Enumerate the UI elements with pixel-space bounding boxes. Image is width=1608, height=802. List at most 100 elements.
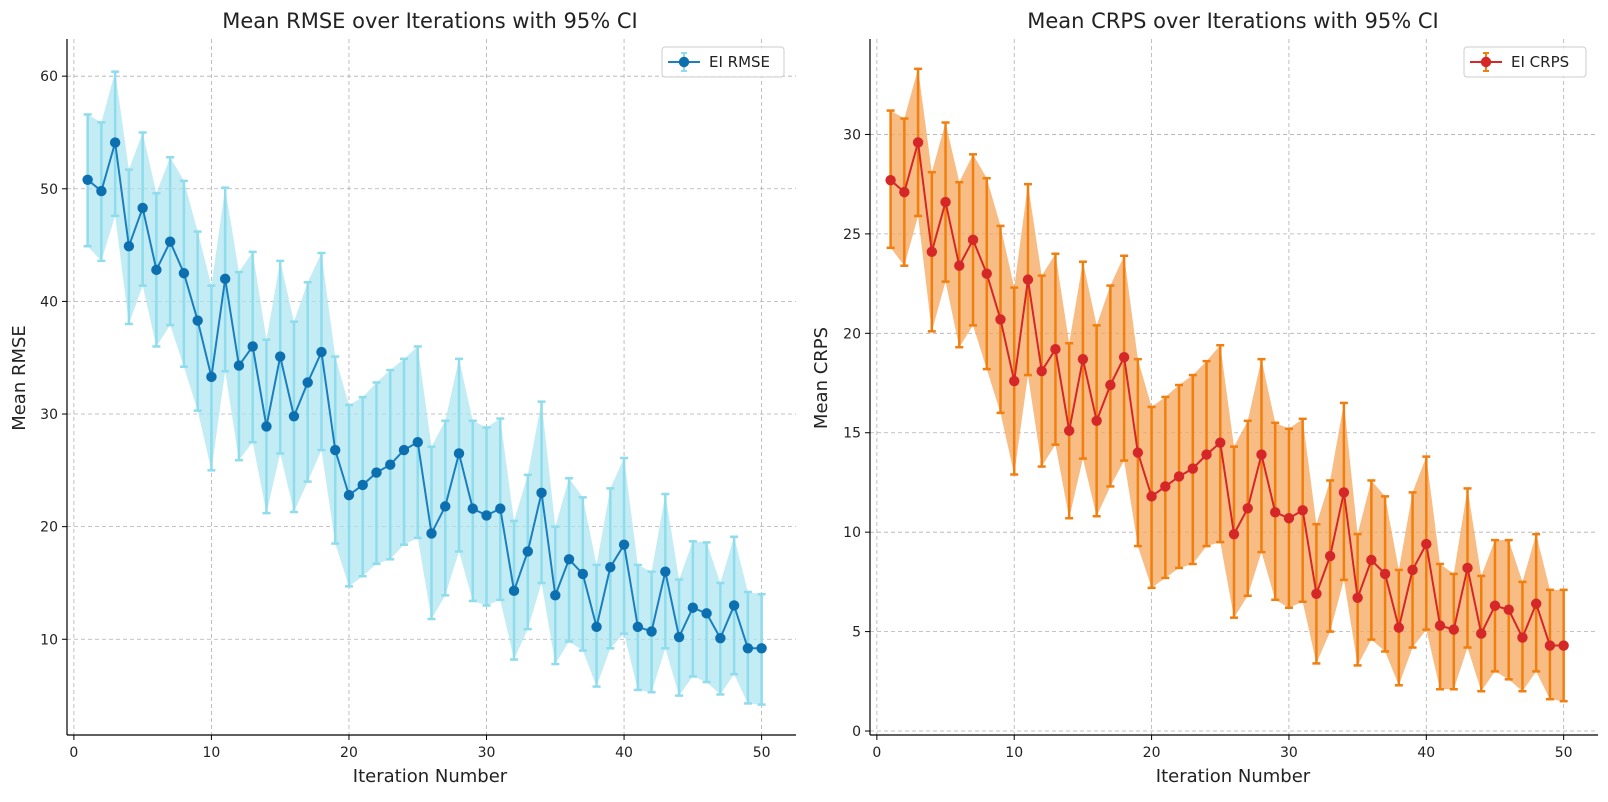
legend-box <box>661 46 785 78</box>
data-point <box>123 241 135 252</box>
data-point <box>1022 274 1034 285</box>
data-point <box>536 487 547 499</box>
x-tick-label: 0 <box>872 745 881 761</box>
y-tick-label: 0 <box>852 724 861 740</box>
legend-marker <box>1480 56 1492 68</box>
data-point <box>412 436 423 448</box>
data-point <box>481 510 492 521</box>
legend: EI RMSE <box>661 46 785 78</box>
y-tick-label: 15 <box>843 426 861 442</box>
data-point <box>660 566 671 577</box>
data-point <box>995 314 1006 325</box>
data-point <box>1379 568 1391 580</box>
data-point <box>178 268 190 279</box>
x-tick-label: 50 <box>1555 745 1573 761</box>
chart-title: Mean CRPS over Iterations with 95% CI <box>1027 9 1438 33</box>
data-point <box>233 360 245 371</box>
data-point <box>1311 588 1322 600</box>
y-tick-label: 10 <box>843 525 861 541</box>
y-tick-label: 25 <box>843 227 861 243</box>
data-point <box>715 632 726 644</box>
data-point <box>1517 632 1528 643</box>
data-point <box>1228 528 1240 540</box>
data-point <box>912 137 924 148</box>
data-point <box>1187 463 1198 474</box>
legend-box <box>1463 46 1587 78</box>
data-point <box>1530 598 1542 609</box>
data-point <box>1091 415 1102 427</box>
data-point <box>591 621 602 633</box>
x-tick-label: 10 <box>203 745 221 761</box>
data-point <box>1215 437 1226 448</box>
data-point <box>1201 449 1212 460</box>
data-point <box>940 196 951 208</box>
x-tick-label: 10 <box>1005 745 1023 761</box>
data-point <box>1324 550 1336 562</box>
x-tick-label: 20 <box>1143 745 1161 761</box>
crps-chart-panel: Mean CRPS over Iterations with 95% CI It… <box>811 9 1598 787</box>
data-point <box>1338 487 1350 498</box>
data-point <box>1421 538 1432 550</box>
y-tick-label: 30 <box>40 407 58 423</box>
x-tick-label: 40 <box>615 745 633 761</box>
data-point <box>109 137 121 148</box>
data-point <box>742 643 754 654</box>
data-point <box>1132 447 1144 458</box>
data-point <box>1118 351 1130 363</box>
data-point <box>981 268 992 279</box>
data-point <box>1063 425 1075 436</box>
x-tick-label: 0 <box>69 745 78 761</box>
data-point <box>605 561 616 573</box>
data-point <box>687 602 699 613</box>
x-tick-label: 20 <box>340 745 358 761</box>
data-point <box>316 346 327 358</box>
data-point <box>728 600 740 611</box>
data-point <box>899 186 910 198</box>
y-tick-label: 50 <box>40 182 58 198</box>
data-point <box>426 528 437 539</box>
series-ei-rmse <box>82 70 767 706</box>
y-tick-label: 20 <box>843 326 861 342</box>
series-ei-crps <box>885 67 1569 703</box>
data-point <box>261 421 272 432</box>
data-point <box>1036 365 1047 377</box>
data-point <box>206 371 217 383</box>
data-point <box>1407 564 1418 576</box>
data-point <box>164 236 176 247</box>
x-tick-label: 50 <box>753 745 771 761</box>
data-point <box>563 554 575 565</box>
data-point <box>1160 481 1171 492</box>
data-point <box>274 351 286 362</box>
data-point <box>1462 562 1473 574</box>
data-point <box>885 174 896 186</box>
data-point <box>1009 375 1020 387</box>
data-point <box>1256 449 1267 460</box>
data-point <box>1434 620 1446 631</box>
data-point <box>467 503 478 514</box>
data-point <box>756 643 767 654</box>
data-point <box>1242 503 1253 514</box>
x-axis-label: Iteration Number <box>1156 766 1311 787</box>
data-point <box>371 467 382 478</box>
data-point <box>1050 344 1061 355</box>
data-point <box>82 174 93 185</box>
legend-marker <box>678 56 690 68</box>
data-point <box>967 234 979 246</box>
data-point <box>1544 640 1556 651</box>
data-point <box>247 341 258 352</box>
data-point <box>1146 491 1157 502</box>
ci-band <box>87 71 762 705</box>
y-axis-label: Mean CRPS <box>811 327 832 429</box>
data-point <box>330 444 341 456</box>
data-point <box>646 626 657 637</box>
data-point <box>1393 622 1405 633</box>
y-tick-label: 60 <box>40 69 58 85</box>
data-point <box>96 185 107 197</box>
data-point <box>1297 505 1308 516</box>
data-point <box>1105 379 1116 391</box>
data-point <box>1558 640 1569 651</box>
data-point <box>440 501 451 512</box>
data-point <box>550 590 561 601</box>
data-point <box>673 631 685 643</box>
